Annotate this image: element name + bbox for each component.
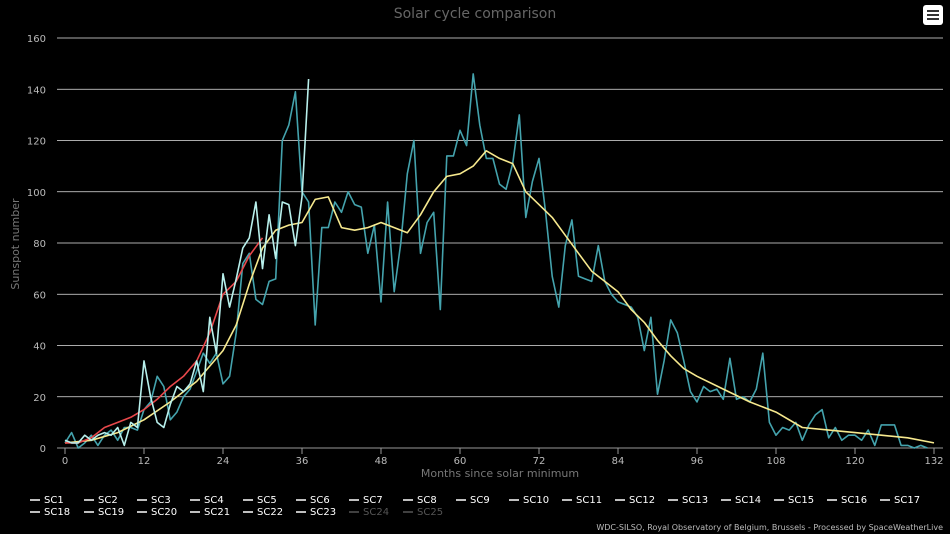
legend-item-sc23[interactable]: SC23 — [296, 507, 336, 518]
legend-label: SC17 — [894, 495, 920, 506]
y-tick-label: 80 — [33, 239, 46, 250]
y-tick-label: 20 — [33, 393, 46, 404]
legend-item-sc10[interactable]: SC10 — [509, 495, 549, 506]
x-tick-label: 132 — [924, 456, 943, 467]
series-line-0 — [64, 73, 928, 449]
legend-label: SC1 — [44, 495, 64, 506]
x-tick-label: 108 — [766, 456, 785, 467]
legend-label: SC19 — [98, 507, 124, 518]
legend-label: SC4 — [204, 495, 224, 506]
x-tick-label: 36 — [296, 456, 309, 467]
legend-item-sc22[interactable]: SC22 — [243, 507, 283, 518]
legend-label: SC15 — [788, 495, 814, 506]
legend-label: SC16 — [841, 495, 867, 506]
x-tick-label: 12 — [138, 456, 151, 467]
legend-item-sc19[interactable]: SC19 — [84, 507, 124, 518]
series-line-2 — [65, 237, 264, 444]
legend-label: SC2 — [98, 495, 118, 506]
y-tick-label: 100 — [27, 188, 46, 199]
legend-item-sc16[interactable]: SC16 — [827, 495, 867, 506]
y-axis-ticks: 0 20 40 60 80 100 120 140 160 — [27, 34, 46, 455]
y-tick-label: 160 — [27, 34, 46, 45]
x-axis-title: Months since solar minimum — [421, 467, 579, 480]
legend-item-sc13[interactable]: SC13 — [668, 495, 708, 506]
x-tick-label: 120 — [845, 456, 864, 467]
legend-item-sc17[interactable]: SC17 — [880, 495, 920, 506]
legend-label: SC8 — [417, 495, 437, 506]
legend-label: SC5 — [257, 495, 277, 506]
legend-item-sc11[interactable]: SC11 — [562, 495, 602, 506]
chart-title: Solar cycle comparison — [394, 6, 557, 22]
series-lines — [64, 73, 935, 449]
x-tick-label: 0 — [62, 456, 68, 467]
x-axis-ticks: 0 12 24 36 48 60 72 84 96 108 120 132 — [62, 448, 944, 467]
legend-label: SC9 — [470, 495, 490, 506]
x-tick-label: 48 — [375, 456, 388, 467]
legend-label: SC23 — [310, 507, 336, 518]
x-tick-label: 24 — [217, 456, 230, 467]
legend-item-sc14[interactable]: SC14 — [721, 495, 761, 506]
x-tick-label: 72 — [533, 456, 546, 467]
legend: SC1 SC2 SC3 SC4 SC5 SC6 SC7 SC8 SC9 SC10 SC11 SC12 S… — [30, 495, 920, 518]
legend-item-sc2[interactable]: SC2 — [84, 495, 118, 506]
x-tick-label: 96 — [691, 456, 704, 467]
legend-item-sc5[interactable]: SC5 — [243, 495, 277, 506]
y-axis-title: Sunspot number — [9, 198, 22, 290]
legend-item-sc24[interactable]: SC24 — [349, 507, 389, 518]
legend-label: SC24 — [363, 507, 389, 518]
legend-item-sc1[interactable]: SC1 — [30, 495, 64, 506]
hamburger-icon[interactable] — [923, 5, 943, 25]
legend-label: SC10 — [523, 495, 549, 506]
legend-label: SC18 — [44, 507, 70, 518]
legend-label: SC7 — [363, 495, 383, 506]
legend-label: SC13 — [682, 495, 708, 506]
legend-item-sc12[interactable]: SC12 — [615, 495, 655, 506]
series-line-1 — [64, 150, 935, 444]
legend-item-sc20[interactable]: SC20 — [137, 507, 177, 518]
legend-label: SC22 — [257, 507, 283, 518]
legend-item-sc15[interactable]: SC15 — [774, 495, 814, 506]
x-tick-label: 60 — [454, 456, 467, 467]
legend-item-sc25[interactable]: SC25 — [403, 507, 443, 518]
y-tick-label: 120 — [27, 137, 46, 148]
y-tick-label: 60 — [33, 290, 46, 301]
legend-item-sc8[interactable]: SC8 — [403, 495, 437, 506]
legend-item-sc4[interactable]: SC4 — [190, 495, 224, 506]
y-tick-label: 140 — [27, 85, 46, 96]
legend-item-sc21[interactable]: SC21 — [190, 507, 230, 518]
legend-label: SC21 — [204, 507, 230, 518]
legend-label: SC3 — [151, 495, 171, 506]
legend-item-sc6[interactable]: SC6 — [296, 495, 330, 506]
y-tick-label: 0 — [40, 444, 46, 455]
x-tick-label: 84 — [612, 456, 625, 467]
legend-label: SC14 — [735, 495, 761, 506]
credits-text[interactable]: WDC-SILSO, Royal Observatory of Belgium,… — [596, 523, 943, 532]
legend-label: SC11 — [576, 495, 602, 506]
legend-item-sc18[interactable]: SC18 — [30, 507, 70, 518]
legend-label: SC6 — [310, 495, 330, 506]
legend-label: SC12 — [629, 495, 655, 506]
legend-item-sc3[interactable]: SC3 — [137, 495, 171, 506]
legend-label: SC20 — [151, 507, 177, 518]
legend-item-sc7[interactable]: SC7 — [349, 495, 383, 506]
series-line-3 — [64, 78, 310, 447]
legend-item-sc9[interactable]: SC9 — [456, 495, 490, 506]
legend-label: SC25 — [417, 507, 443, 518]
y-tick-label: 40 — [33, 342, 46, 353]
